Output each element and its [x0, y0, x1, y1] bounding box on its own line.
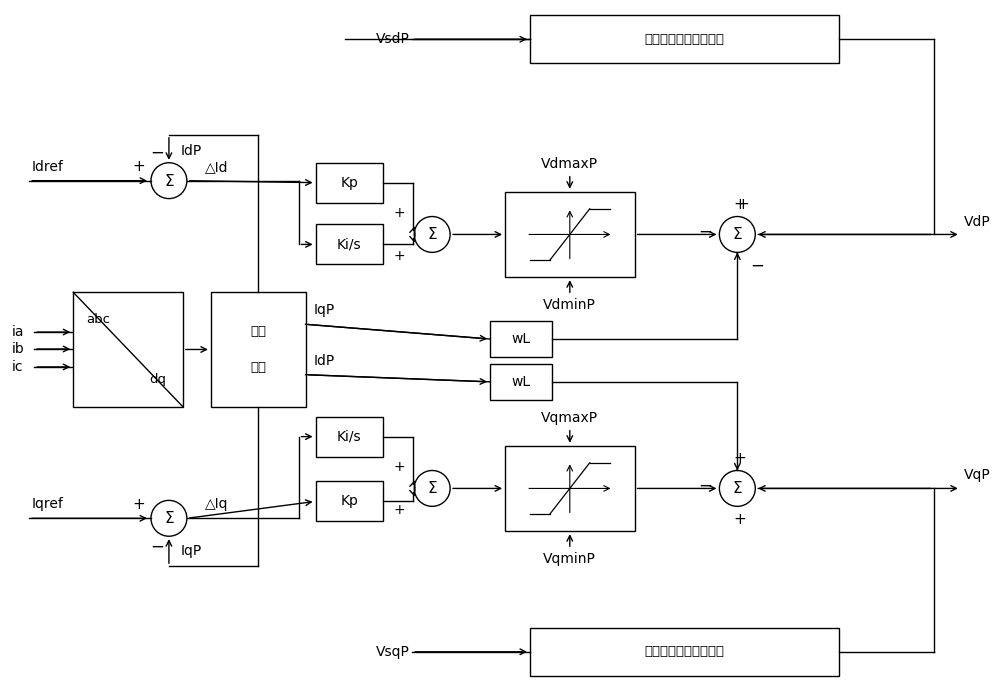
Text: +: + [393, 206, 405, 219]
Text: 正序: 正序 [250, 325, 266, 338]
Text: Idref: Idref [31, 160, 63, 174]
Text: IqP: IqP [181, 544, 202, 558]
Bar [211, 292, 306, 407]
Text: VqP: VqP [964, 468, 990, 482]
Bar [505, 446, 635, 531]
Text: IdP: IdP [314, 354, 335, 367]
Text: wL: wL [511, 375, 531, 389]
Bar [490, 364, 552, 400]
Bar [530, 628, 839, 675]
Circle shape [414, 471, 450, 507]
Text: −: − [698, 476, 712, 495]
Text: 提取: 提取 [250, 361, 266, 374]
Text: $\Sigma$: $\Sigma$ [427, 226, 438, 242]
Bar [505, 192, 635, 277]
Text: ia: ia [11, 325, 24, 339]
Text: △Id: △Id [205, 160, 228, 174]
Text: VqminP: VqminP [543, 552, 596, 566]
Bar [316, 482, 383, 521]
Circle shape [414, 217, 450, 253]
Text: −: − [698, 222, 712, 240]
Circle shape [151, 500, 187, 536]
Text: VsqP: VsqP [376, 645, 410, 659]
Text: 虚拟电网自适应滤波器: 虚拟电网自适应滤波器 [644, 33, 724, 46]
Text: Kp: Kp [340, 494, 358, 509]
Text: $\Sigma$: $\Sigma$ [732, 226, 743, 242]
Text: Kp: Kp [340, 176, 358, 190]
Text: VdP: VdP [964, 215, 990, 228]
Text: +: + [733, 512, 746, 527]
Bar [316, 163, 383, 203]
Bar [490, 321, 552, 357]
Text: +: + [133, 159, 145, 174]
Circle shape [719, 471, 755, 507]
Circle shape [719, 217, 755, 253]
Text: $\Sigma$: $\Sigma$ [427, 480, 438, 496]
Bar [316, 224, 383, 264]
Text: IdP: IdP [181, 144, 202, 158]
Text: +: + [733, 197, 746, 212]
Text: VdmaxP: VdmaxP [541, 156, 598, 171]
Text: dq: dq [149, 374, 166, 386]
Text: VdminP: VdminP [543, 298, 596, 312]
Text: +: + [733, 451, 746, 466]
Text: VqmaxP: VqmaxP [541, 411, 598, 425]
Text: Ki/s: Ki/s [337, 430, 362, 444]
Text: +: + [393, 503, 405, 518]
Text: abc: abc [86, 313, 110, 326]
Text: ic: ic [11, 360, 23, 374]
Text: Iqref: Iqref [31, 498, 63, 511]
Circle shape [151, 163, 187, 199]
Text: 虚拟电网自适应滤波器: 虚拟电网自适应滤波器 [644, 645, 724, 658]
Bar [316, 417, 383, 457]
Text: ib: ib [11, 342, 24, 356]
Text: +: + [393, 459, 405, 473]
Bar [530, 15, 839, 63]
Text: VsdP: VsdP [376, 33, 410, 46]
Text: −: − [750, 256, 764, 274]
Text: +: + [393, 249, 405, 264]
Text: −: − [150, 144, 164, 162]
Text: $\Sigma$: $\Sigma$ [732, 480, 743, 496]
Text: wL: wL [511, 332, 531, 346]
Text: △Iq: △Iq [205, 498, 228, 511]
Bar [73, 292, 183, 407]
Text: +: + [736, 197, 749, 212]
Text: +: + [133, 497, 145, 512]
Text: $\Sigma$: $\Sigma$ [164, 173, 174, 189]
Text: Ki/s: Ki/s [337, 237, 362, 251]
Text: $\Sigma$: $\Sigma$ [164, 510, 174, 527]
Text: −: − [150, 537, 164, 555]
Text: IqP: IqP [314, 303, 335, 318]
